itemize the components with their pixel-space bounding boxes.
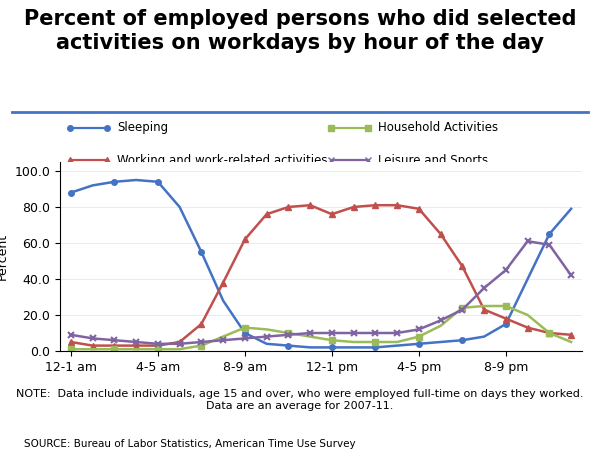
Text: Working and work-related activities: Working and work-related activities xyxy=(118,153,328,166)
Text: NOTE:  Data include individuals, age 15 and over, who were employed full-time on: NOTE: Data include individuals, age 15 a… xyxy=(16,389,584,411)
Text: Sleeping: Sleeping xyxy=(118,121,169,134)
Y-axis label: Percent: Percent xyxy=(0,233,9,280)
Text: Leisure and Sports: Leisure and Sports xyxy=(379,153,488,166)
Text: Household Activities: Household Activities xyxy=(379,121,499,134)
Text: Percent of employed persons who did selected
activities on workdays by hour of t: Percent of employed persons who did sele… xyxy=(24,9,576,53)
Text: SOURCE: Bureau of Labor Statistics, American Time Use Survey: SOURCE: Bureau of Labor Statistics, Amer… xyxy=(24,439,356,449)
